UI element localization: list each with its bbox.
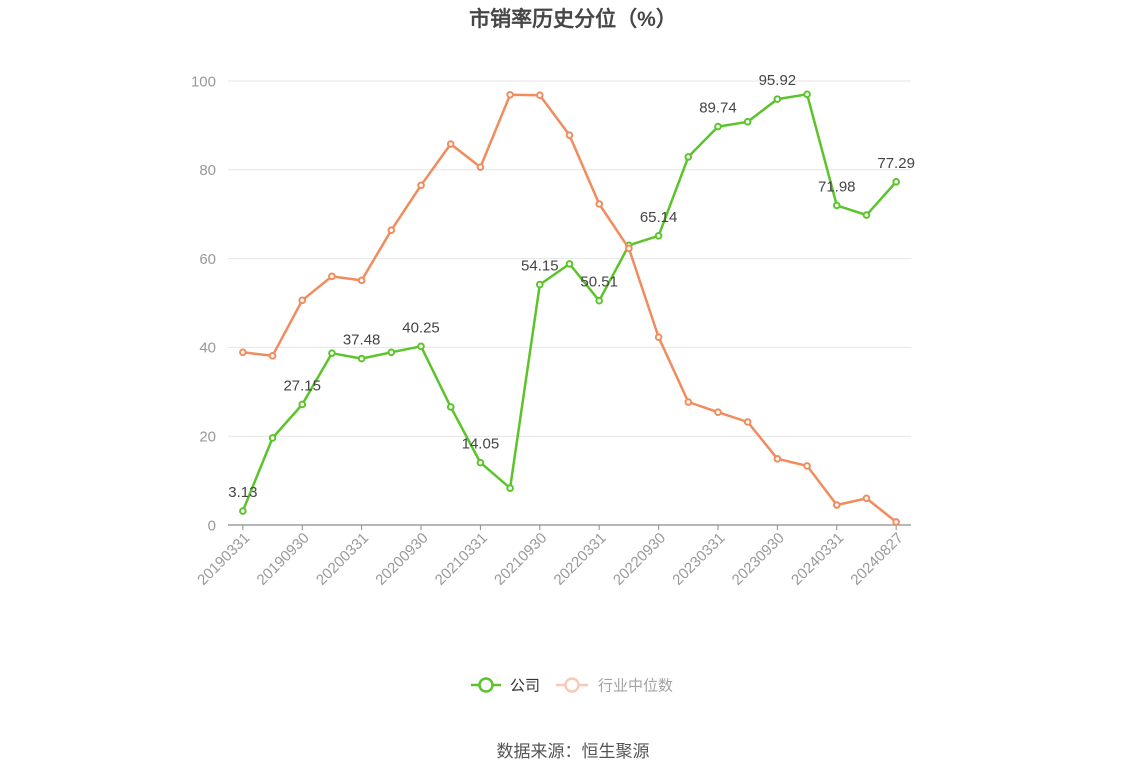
- series-line-company: [241, 93, 898, 513]
- data-label: 3.13: [228, 484, 257, 501]
- data-point: [714, 408, 722, 417]
- data-point: [536, 91, 544, 100]
- x-tick-label: 20190930: [254, 530, 313, 589]
- y-tick-label: 20: [199, 428, 216, 445]
- data-point: [387, 226, 396, 234]
- data-point: [595, 200, 603, 208]
- x-tick-label: 20210331: [432, 530, 491, 589]
- data-point: [536, 280, 544, 289]
- data-point: [773, 95, 782, 103]
- grid: [228, 80, 911, 437]
- legend-item-industry-median[interactable]: 行业中位数: [556, 677, 673, 694]
- data-label: 50.51: [580, 274, 618, 291]
- data-point: [595, 296, 603, 305]
- x-tick-label: 20230930: [729, 530, 788, 589]
- data-point: [357, 354, 366, 363]
- x-tick-label: 20210930: [491, 530, 550, 589]
- data-point: [239, 507, 247, 515]
- data-label: 71.98: [818, 178, 856, 195]
- data-point: [417, 181, 425, 190]
- data-point: [328, 272, 336, 281]
- data-point: [328, 349, 336, 357]
- legend-circle-icon: [564, 677, 580, 693]
- data-point: [476, 458, 485, 467]
- x-tick-label: 20240827: [847, 530, 906, 589]
- y-tick-label: 0: [208, 517, 216, 534]
- data-point: [298, 296, 307, 305]
- chart-title: 市销率历史分位（%）: [469, 7, 677, 31]
- y-tick-label: 60: [199, 251, 216, 268]
- data-point: [892, 178, 900, 186]
- data-point: [773, 455, 782, 463]
- data-point: [832, 201, 841, 210]
- x-tick-label: 20220331: [551, 530, 610, 589]
- data-point: [268, 434, 277, 442]
- data-labels: 3.13 27.15 37.48 40.25 14.05 54.15 50.51 65.14 8…: [228, 72, 915, 501]
- legend-circle-icon: [478, 677, 494, 693]
- data-label: 27.15: [283, 377, 321, 394]
- y-tick-label: 100: [191, 73, 216, 90]
- data-point: [832, 501, 841, 509]
- data-point: [446, 403, 455, 411]
- data-label: 95.92: [759, 72, 797, 89]
- x-tick-label: 20240331: [788, 530, 847, 589]
- data-point: [506, 90, 514, 99]
- legend: 公司 行业中位数: [471, 677, 673, 694]
- x-tick-label: 20230331: [669, 530, 728, 589]
- x-tick-label: 20190331: [194, 530, 253, 589]
- data-point: [803, 462, 811, 470]
- x-tick-label: 20200930: [372, 530, 431, 589]
- data-point: [743, 418, 752, 426]
- data-point: [239, 348, 247, 357]
- data-label: 14.05: [462, 436, 500, 453]
- data-label: 54.15: [521, 258, 559, 275]
- data-point: [862, 211, 871, 219]
- data-point: [654, 231, 663, 240]
- data-source: 数据来源：恒生聚源: [497, 742, 650, 761]
- data-label: 77.29: [877, 155, 915, 172]
- data-label: 40.25: [402, 319, 440, 336]
- x-tick-label: 20200331: [313, 530, 372, 589]
- data-label: 65.14: [640, 209, 678, 226]
- data-point: [625, 244, 633, 253]
- data-label: 89.74: [699, 100, 737, 117]
- series-area: [239, 90, 900, 526]
- data-point: [506, 484, 514, 492]
- data-point: [803, 90, 811, 99]
- data-point: [268, 352, 277, 360]
- data-point: [387, 348, 396, 357]
- y-tick-label: 80: [199, 162, 216, 179]
- data-point: [892, 518, 900, 526]
- data-point: [743, 118, 752, 126]
- data-point: [565, 260, 574, 268]
- y-axis: 0 20 40 60 80 100: [191, 73, 216, 534]
- data-point: [446, 140, 455, 148]
- data-point: [684, 153, 693, 161]
- x-axis: 20190331 20190930 20200331 20200930 20210331…: [194, 524, 911, 589]
- data-point: [714, 122, 722, 131]
- data-point: [357, 276, 366, 285]
- data-point: [862, 494, 871, 503]
- legend-label: 行业中位数: [598, 677, 673, 694]
- data-point: [654, 333, 663, 341]
- data-label: 37.48: [343, 332, 381, 349]
- y-tick-label: 40: [199, 340, 216, 357]
- legend-item-company[interactable]: 公司: [471, 677, 540, 694]
- data-point: [684, 398, 693, 406]
- data-point: [298, 400, 307, 409]
- data-point: [476, 163, 485, 171]
- series-line-industry-median: [241, 93, 898, 524]
- data-point: [417, 342, 425, 351]
- x-tick-label: 20220930: [610, 530, 669, 589]
- legend-label: 公司: [510, 677, 540, 694]
- data-point: [565, 131, 574, 139]
